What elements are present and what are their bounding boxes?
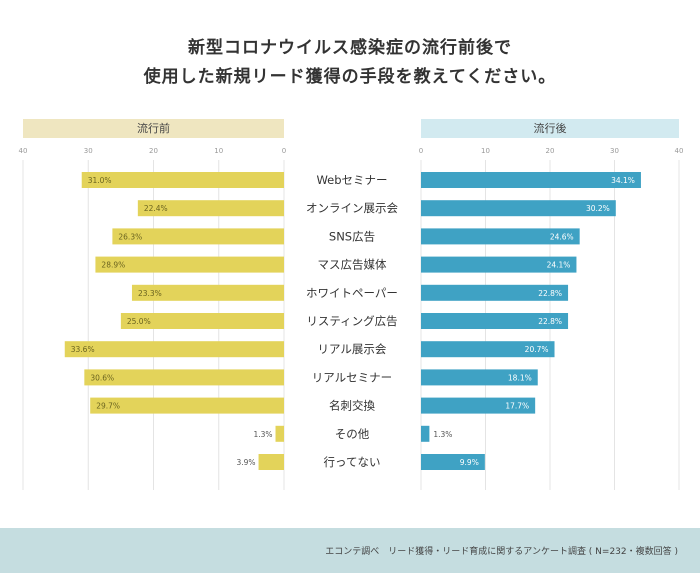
before-data-label: 23.3% [138, 289, 162, 298]
before-data-label: 30.6% [90, 373, 114, 382]
category-label: オンライン展示会 [306, 201, 398, 215]
after-data-label: 1.3% [433, 430, 452, 439]
category-label: 名刺交換 [329, 399, 375, 413]
before-data-label: 29.7% [96, 402, 120, 411]
category-label: マス広告媒体 [318, 258, 387, 272]
after-bar [421, 200, 616, 217]
category-label: SNS広告 [329, 229, 375, 243]
after-bar [421, 454, 485, 470]
before-tick-label: 10 [214, 147, 223, 155]
after-data-label: 24.6% [550, 232, 574, 241]
before-data-label: 28.9% [101, 261, 125, 270]
before-tick-label: 0 [282, 147, 286, 155]
before-tick-label: 30 [84, 147, 93, 155]
category-label: リスティング広告 [306, 314, 397, 328]
before-data-label: 1.3% [253, 430, 272, 439]
before-bar [131, 284, 284, 301]
category-label: リアル展示会 [318, 342, 387, 356]
before-bar [137, 200, 284, 217]
after-bar [421, 228, 580, 245]
category-label: リアルセミナー [312, 370, 392, 384]
after-bar [421, 256, 577, 273]
before-bar [275, 425, 284, 442]
after-data-label: 24.1% [547, 261, 571, 270]
category-label: その他 [335, 427, 370, 441]
before-data-label: 26.3% [118, 232, 142, 241]
category-label: ホワイトペーパー [306, 286, 398, 300]
before-data-label: 3.9% [236, 458, 255, 467]
after-data-label: 18.1% [508, 373, 532, 382]
before-tick-label: 20 [149, 147, 158, 155]
after-tick-label: 20 [546, 147, 555, 155]
after-data-label: 30.2% [586, 204, 610, 213]
before-data-label: 33.6% [71, 345, 95, 354]
before-data-label: 22.4% [144, 204, 168, 213]
before-bar [112, 228, 284, 245]
after-tick-label: 30 [610, 147, 619, 155]
after-bar [421, 397, 536, 414]
after-tick-label: 10 [481, 147, 490, 155]
before-bar [84, 369, 285, 386]
chart-title-line-2: 使用した新規リード獲得の手段を教えてください。 [143, 67, 557, 87]
category-label: 行ってない [324, 455, 381, 469]
after-data-label: 22.8% [538, 289, 562, 298]
after-data-label: 17.7% [505, 402, 529, 411]
before-bar [258, 454, 284, 470]
before-bar [95, 256, 285, 273]
before-panel-header: 流行前 [23, 119, 284, 138]
before-data-label: 31.0% [88, 176, 112, 185]
after-data-label: 9.9% [460, 458, 479, 467]
after-tick-label: 0 [419, 147, 423, 155]
before-bar [120, 313, 284, 329]
before-bar [90, 397, 285, 414]
after-bar [421, 172, 641, 188]
chart-title-line-1: 新型コロナウイルス感染症の流行前後で [188, 38, 512, 58]
source-note: エコンテ調べ リード獲得・リード育成に関するアンケート調査 ( N=232・複数… [325, 547, 678, 557]
after-bar [421, 313, 569, 329]
before-tick-label: 40 [19, 147, 28, 155]
footer-band: エコンテ調べ リード獲得・リード育成に関するアンケート調査 ( N=232・複数… [0, 528, 700, 573]
after-data-label: 20.7% [525, 345, 549, 354]
after-bar [421, 341, 555, 358]
before-bar [81, 172, 284, 188]
before-data-label: 25.0% [127, 317, 151, 326]
before-bar [64, 341, 284, 358]
category-label: Webセミナー [316, 173, 387, 187]
after-tick-label: 40 [675, 147, 684, 155]
after-bar [421, 284, 569, 301]
after-panel-header: 流行後 [421, 119, 679, 138]
after-bar [421, 369, 538, 386]
after-bar [421, 425, 430, 442]
after-data-label: 34.1% [611, 176, 635, 185]
after-data-label: 22.8% [538, 317, 562, 326]
